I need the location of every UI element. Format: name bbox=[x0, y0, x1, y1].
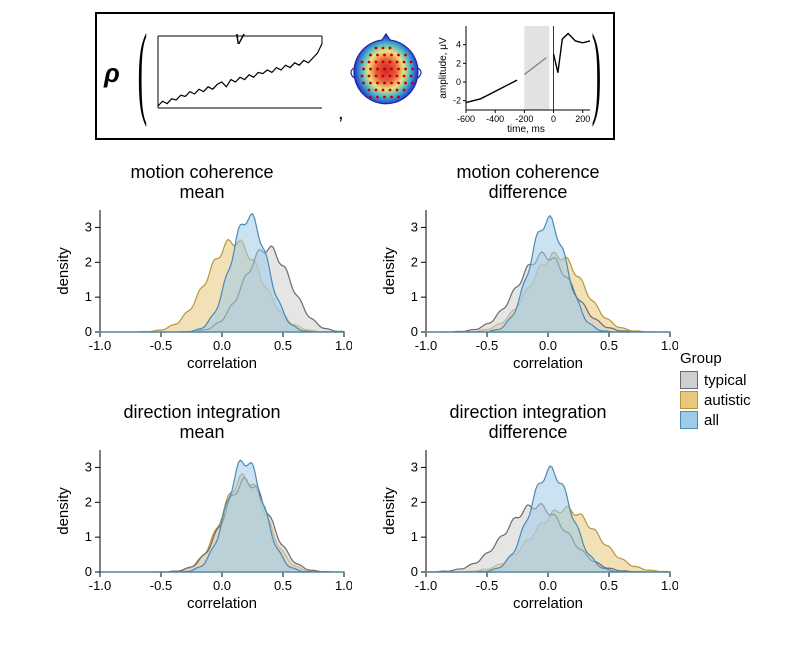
panel-mc-mean: motion coherence mean -1.0 -0.5 0.0 0.5 1.0 0… bbox=[52, 162, 352, 372]
legend-label: all bbox=[704, 412, 719, 429]
svg-text:density: density bbox=[381, 487, 398, 535]
svg-text:0.0: 0.0 bbox=[539, 338, 557, 353]
svg-text:1: 1 bbox=[85, 289, 92, 304]
svg-text:correlation: correlation bbox=[513, 355, 583, 372]
svg-text:0: 0 bbox=[551, 114, 556, 124]
group-legend: Group typical autistic all bbox=[680, 350, 751, 431]
title-line2: mean bbox=[179, 422, 224, 442]
svg-text:0: 0 bbox=[85, 324, 92, 339]
svg-text:0.5: 0.5 bbox=[600, 338, 618, 353]
legend-item-autistic: autistic bbox=[680, 391, 751, 409]
svg-text:0.0: 0.0 bbox=[213, 578, 231, 593]
density-chart: -1.0 -0.5 0.0 0.5 1.0 0 1 2 3 correlation density bbox=[52, 204, 352, 372]
schematic-comma: , bbox=[338, 102, 344, 125]
erp-xlabel: time, ms bbox=[507, 124, 545, 135]
paren-left: ( bbox=[138, 13, 148, 133]
density-chart: -1.0 -0.5 0.0 0.5 1.0 0 1 2 3 correlation density bbox=[378, 204, 678, 372]
legend-swatch bbox=[680, 391, 698, 409]
svg-text:0: 0 bbox=[85, 564, 92, 579]
svg-text:0.5: 0.5 bbox=[274, 338, 292, 353]
svg-text:3: 3 bbox=[85, 459, 92, 474]
panel-title: direction integration mean bbox=[52, 402, 352, 442]
title-line2: difference bbox=[489, 182, 568, 202]
svg-text:3: 3 bbox=[411, 459, 418, 474]
erp-ylabel: amplitude, μV bbox=[438, 37, 449, 99]
title-line1: motion coherence bbox=[456, 162, 599, 182]
svg-text:2: 2 bbox=[85, 254, 92, 269]
svg-text:density: density bbox=[55, 247, 72, 295]
rho-symbol: ρ bbox=[104, 58, 120, 89]
legend-label: typical bbox=[704, 372, 747, 389]
legend-item-all: all bbox=[680, 411, 751, 429]
density-chart: -1.0 -0.5 0.0 0.5 1.0 0 1 2 3 correlation density bbox=[378, 444, 678, 612]
erp-mini-plot: -600 -400 -200 0 200 -2 0 2 4 time, ms amplitude… bbox=[436, 18, 596, 136]
svg-text:-0.5: -0.5 bbox=[476, 338, 498, 353]
svg-text:0.5: 0.5 bbox=[600, 578, 618, 593]
svg-text:3: 3 bbox=[85, 219, 92, 234]
title-line2: difference bbox=[489, 422, 568, 442]
svg-text:correlation: correlation bbox=[187, 355, 257, 372]
svg-text:1: 1 bbox=[411, 529, 418, 544]
svg-text:1.0: 1.0 bbox=[661, 578, 678, 593]
svg-text:-1.0: -1.0 bbox=[89, 338, 111, 353]
panel-mc-diff: motion coherence difference -1.0 -0.5 0.0 0… bbox=[378, 162, 678, 372]
panel-title: motion coherence mean bbox=[52, 162, 352, 202]
legend-title: Group bbox=[680, 350, 751, 367]
legend-item-typical: typical bbox=[680, 371, 751, 389]
svg-text:correlation: correlation bbox=[187, 595, 257, 612]
svg-text:-1.0: -1.0 bbox=[415, 338, 437, 353]
svg-text:1.0: 1.0 bbox=[335, 578, 352, 593]
drift-trace-line bbox=[158, 44, 322, 106]
svg-text:1: 1 bbox=[411, 289, 418, 304]
svg-text:2: 2 bbox=[411, 254, 418, 269]
svg-text:-0.5: -0.5 bbox=[476, 578, 498, 593]
svg-text:-0.5: -0.5 bbox=[150, 338, 172, 353]
svg-text:0.0: 0.0 bbox=[539, 578, 557, 593]
panel-di-diff: direction integration difference -1.0 -0.… bbox=[378, 402, 678, 612]
svg-text:1: 1 bbox=[85, 529, 92, 544]
svg-text:3: 3 bbox=[411, 219, 418, 234]
panel-di-mean: direction integration mean -1.0 -0.5 0.0 0.… bbox=[52, 402, 352, 612]
svg-text:1.0: 1.0 bbox=[335, 338, 352, 353]
title-line1: motion coherence bbox=[130, 162, 273, 182]
svg-text:4: 4 bbox=[456, 40, 461, 50]
svg-text:-0.5: -0.5 bbox=[150, 578, 172, 593]
svg-text:0: 0 bbox=[456, 77, 461, 87]
svg-text:1.0: 1.0 bbox=[661, 338, 678, 353]
svg-text:-1.0: -1.0 bbox=[415, 578, 437, 593]
legend-label: autistic bbox=[704, 392, 751, 409]
panel-title: motion coherence difference bbox=[378, 162, 678, 202]
svg-text:density: density bbox=[55, 487, 72, 535]
svg-text:-600: -600 bbox=[457, 114, 475, 124]
svg-text:-1.0: -1.0 bbox=[89, 578, 111, 593]
panel-title: direction integration difference bbox=[378, 402, 678, 442]
svg-text:density: density bbox=[381, 247, 398, 295]
svg-text:-200: -200 bbox=[515, 114, 533, 124]
svg-text:0: 0 bbox=[411, 564, 418, 579]
svg-text:2: 2 bbox=[411, 494, 418, 509]
topomap-icon bbox=[344, 30, 428, 114]
title-line2: mean bbox=[179, 182, 224, 202]
svg-text:-2: -2 bbox=[453, 96, 461, 106]
svg-text:0.0: 0.0 bbox=[213, 338, 231, 353]
svg-text:200: 200 bbox=[575, 114, 590, 124]
legend-swatch bbox=[680, 411, 698, 429]
title-line1: direction integration bbox=[449, 402, 606, 422]
svg-text:2: 2 bbox=[85, 494, 92, 509]
svg-text:correlation: correlation bbox=[513, 595, 583, 612]
title-line1: direction integration bbox=[123, 402, 280, 422]
density-chart: -1.0 -0.5 0.0 0.5 1.0 0 1 2 3 correlation density bbox=[52, 444, 352, 612]
svg-text:0.5: 0.5 bbox=[274, 578, 292, 593]
drift-trace-plot bbox=[150, 28, 330, 118]
figure-root: ρ ( ) , v bbox=[0, 0, 793, 660]
svg-text:0: 0 bbox=[411, 324, 418, 339]
svg-text:-400: -400 bbox=[486, 114, 504, 124]
legend-swatch bbox=[680, 371, 698, 389]
svg-text:2: 2 bbox=[456, 58, 461, 68]
